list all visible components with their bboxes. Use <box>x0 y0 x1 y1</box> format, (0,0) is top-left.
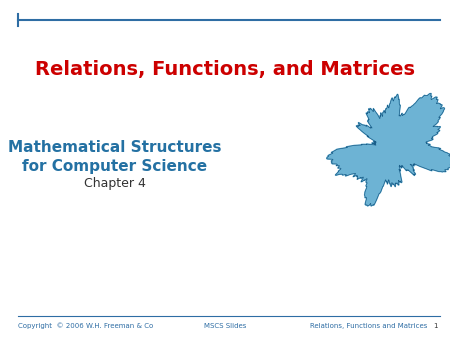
Text: MSCS Slides: MSCS Slides <box>204 323 246 329</box>
Text: Chapter 4: Chapter 4 <box>84 177 146 191</box>
Text: Copyright  © 2006 W.H. Freeman & Co: Copyright © 2006 W.H. Freeman & Co <box>18 323 153 329</box>
Text: Mathematical Structures: Mathematical Structures <box>8 141 222 155</box>
Text: Relations, Functions, and Matrices: Relations, Functions, and Matrices <box>35 61 415 79</box>
Text: 1: 1 <box>433 323 438 329</box>
Polygon shape <box>327 94 450 206</box>
Text: Relations, Functions and Matrices: Relations, Functions and Matrices <box>310 323 427 329</box>
Text: for Computer Science: for Computer Science <box>22 159 207 173</box>
